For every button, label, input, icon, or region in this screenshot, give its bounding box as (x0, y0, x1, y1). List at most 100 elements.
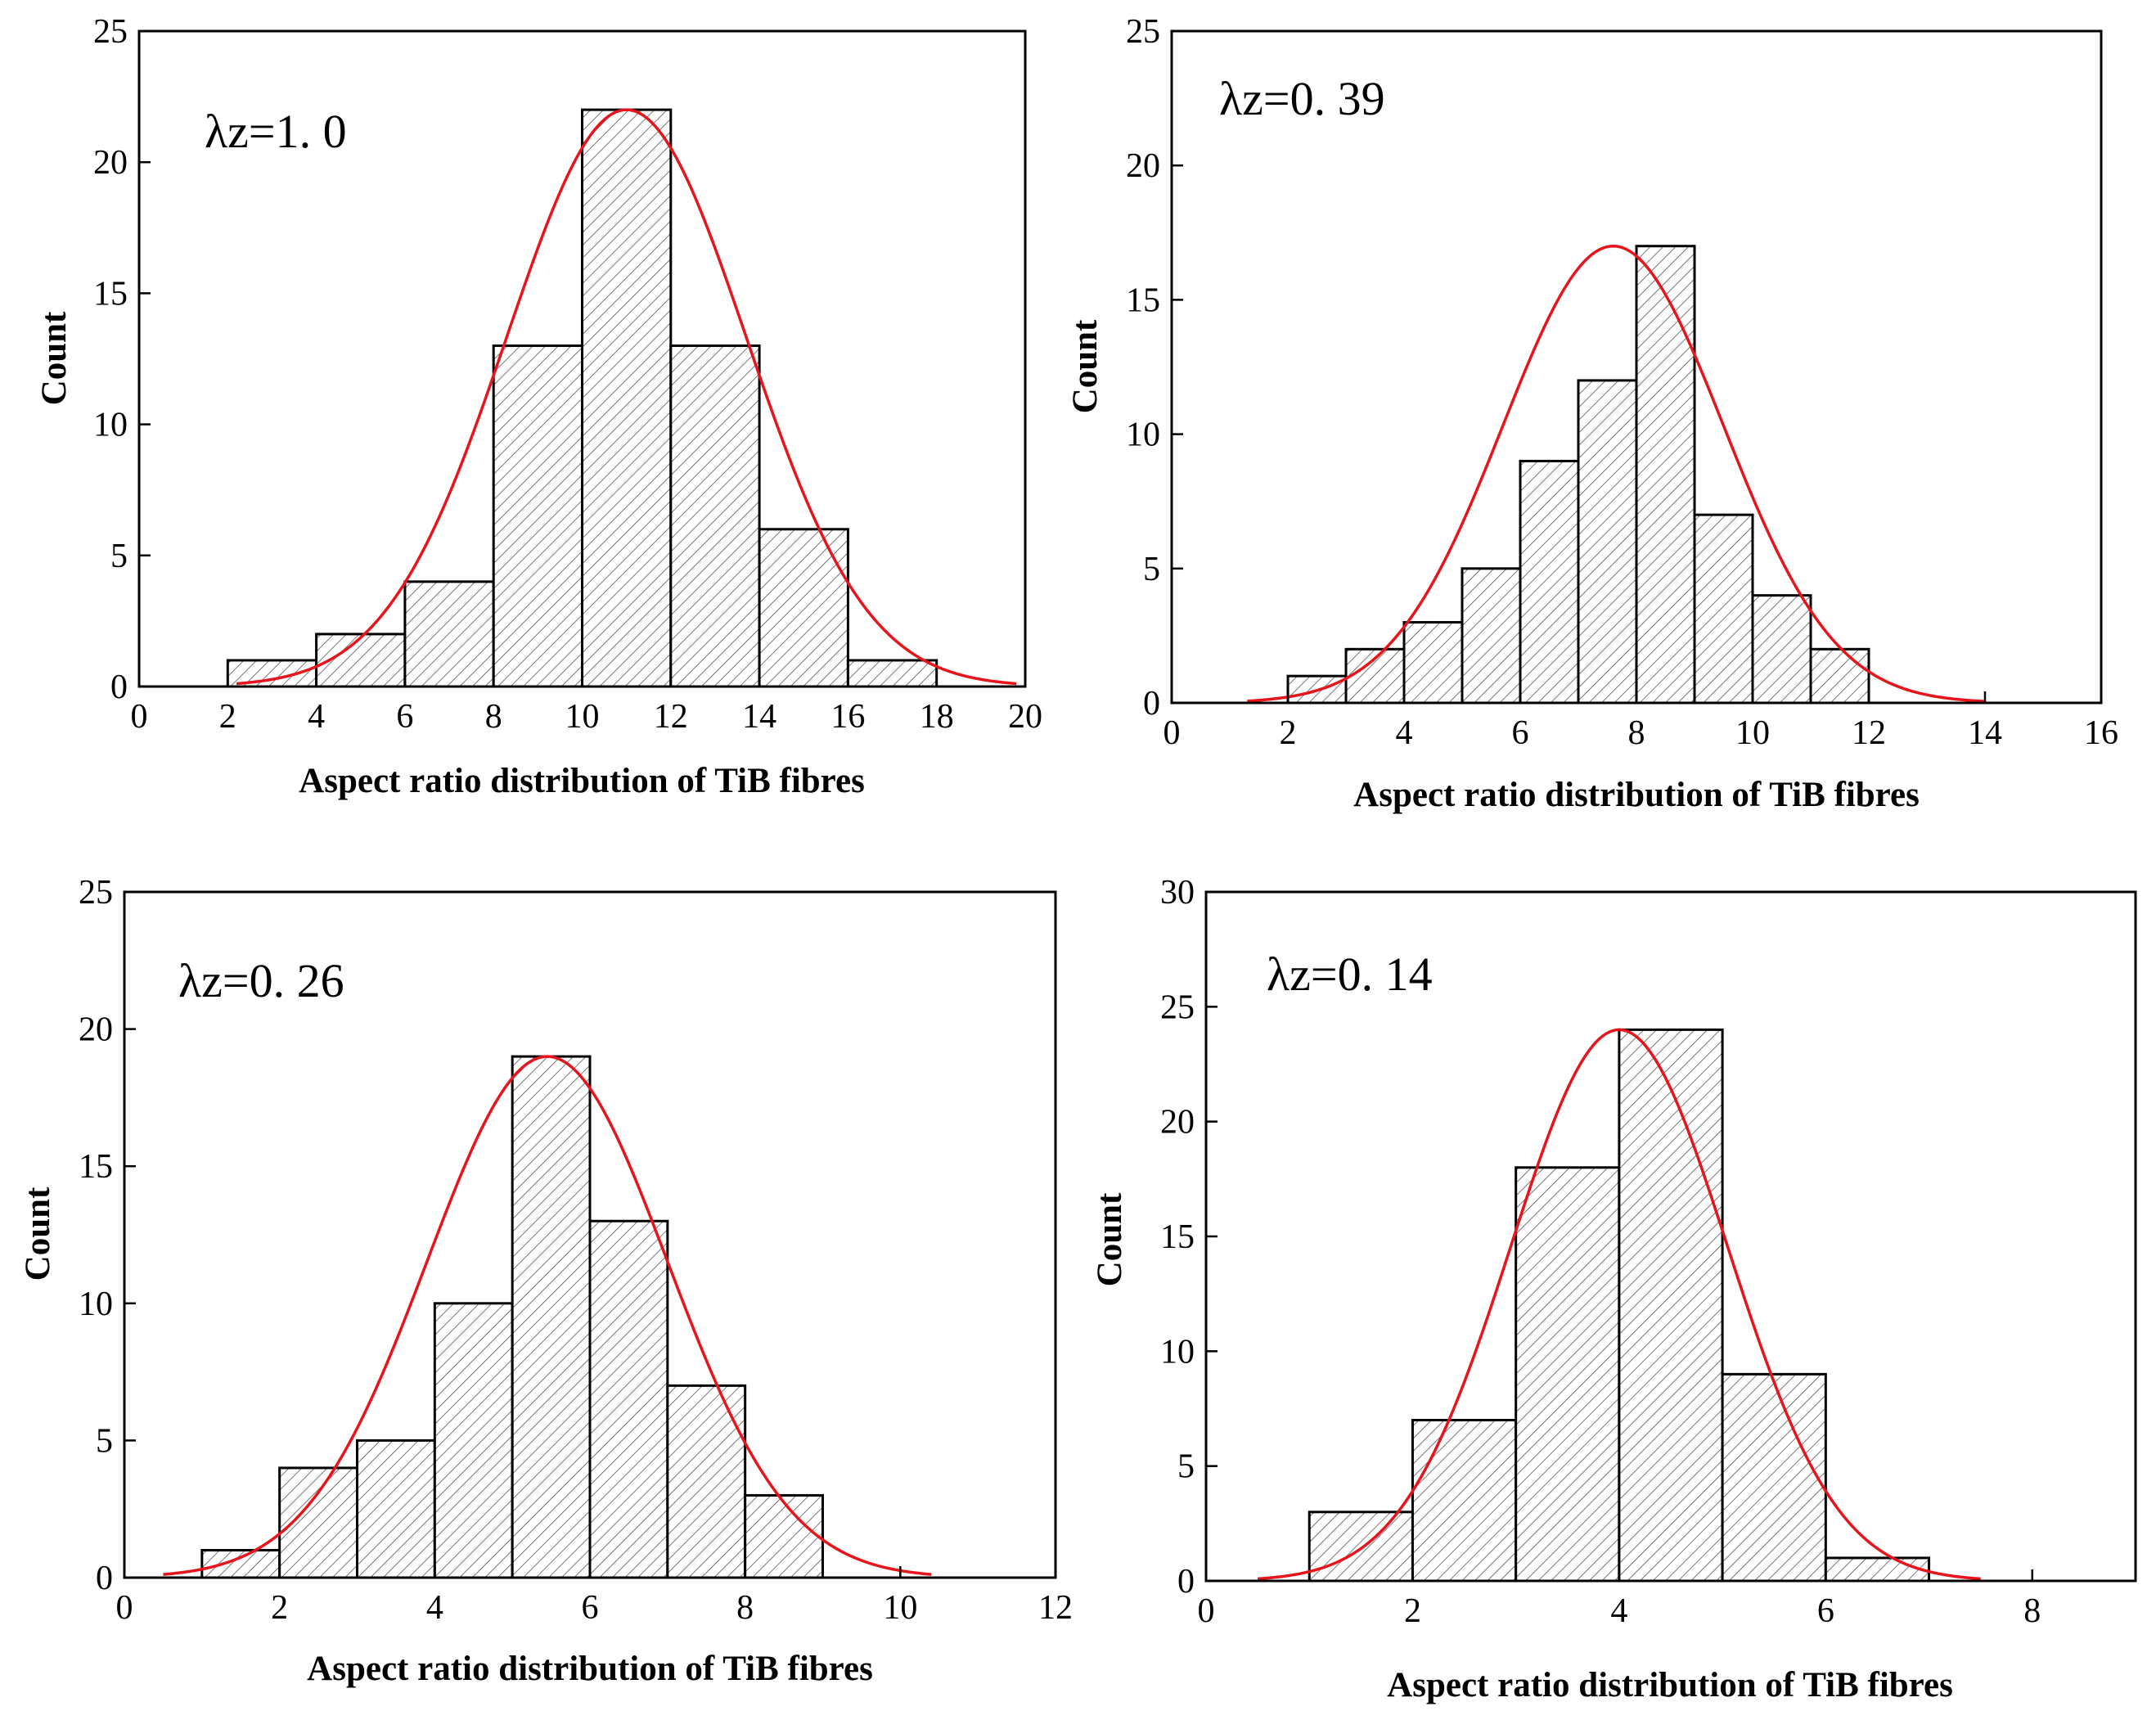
histogram-bar (1286, 674, 1348, 705)
y-tick-label: 20 (93, 144, 128, 182)
histogram-bar (1824, 1556, 1931, 1583)
y-axis-ticks: 0 5 10 15 20 25 (79, 874, 136, 1597)
histogram-bar (433, 1302, 514, 1579)
lambda-annotation: λz=0. 39 (1219, 72, 1385, 125)
x-tick-label: 12 (1852, 714, 1886, 752)
y-tick-label: 10 (79, 1286, 113, 1323)
y-tick-label: 20 (79, 1011, 113, 1049)
y-tick-label: 20 (1126, 147, 1160, 185)
x-axis-title: Aspect ratio distribution of TiB fibres (307, 1650, 873, 1688)
x-tick-label: 4 (426, 1589, 443, 1627)
histogram-bar (666, 1384, 747, 1579)
x-axis-title: Aspect ratio distribution of TiB fibres (1387, 1666, 1953, 1704)
x-tick-label: 16 (830, 698, 865, 736)
lambda-annotation: λz=0. 26 (178, 954, 344, 1007)
histogram-bar (1411, 1419, 1518, 1583)
y-tick-label: 15 (79, 1148, 113, 1186)
x-tick-label: 20 (1008, 698, 1042, 736)
x-tick-label: 0 (116, 1589, 133, 1627)
y-tick-label: 10 (1126, 416, 1160, 454)
x-axis-ticks: 0 2 4 6 8 (1198, 1569, 2041, 1630)
x-tick-label: 10 (1735, 714, 1770, 752)
histogram-bar (1751, 594, 1812, 705)
histogram-bar (492, 344, 584, 688)
histogram-bar (581, 108, 673, 688)
y-tick-label: 30 (1160, 874, 1195, 912)
x-tick-label: 0 (1198, 1592, 1215, 1630)
histogram-bar (1577, 379, 1638, 705)
panel-top-right: 0 2 4 6 8 10 12 14 16 0 5 10 15 20 25 λz=0. 39 Aspect… (1066, 13, 2118, 814)
x-tick-label: 0 (1164, 714, 1181, 752)
histogram-bar (403, 580, 495, 688)
histogram-bar (200, 1548, 281, 1579)
x-tick-label: 6 (582, 1589, 599, 1627)
histogram-bar (511, 1055, 592, 1579)
x-tick-label: 12 (654, 698, 688, 736)
panel-bottom-left: 0 2 4 6 8 10 12 0 5 10 15 20 25 λz=0. 26 Aspect rat… (19, 874, 1073, 1688)
x-axis-ticks: 0 2 4 6 8 10 12 14 16 (1164, 691, 2118, 752)
y-tick-label: 5 (1177, 1448, 1195, 1486)
y-axis-title: Count (1091, 1192, 1129, 1286)
y-tick-label: 25 (93, 13, 128, 51)
histogram-bars (1308, 1028, 1931, 1583)
x-axis-ticks: 0 2 4 6 8 10 12 (116, 1566, 1073, 1627)
y-axis-title: Count (19, 1186, 57, 1281)
y-tick-label: 0 (1143, 685, 1160, 723)
x-tick-label: 4 (1610, 1592, 1627, 1630)
x-tick-label: 8 (2023, 1592, 2041, 1630)
y-tick-label: 10 (1160, 1333, 1195, 1371)
x-tick-label: 10 (565, 698, 600, 736)
x-tick-label: 2 (1404, 1592, 1421, 1630)
y-tick-label: 25 (1160, 988, 1195, 1026)
histogram-bar (1402, 620, 1464, 705)
x-tick-label: 18 (920, 698, 954, 736)
histogram-bar (588, 1219, 669, 1579)
y-axis-title: Count (35, 311, 74, 405)
y-tick-label: 15 (1160, 1218, 1195, 1256)
x-tick-label: 0 (131, 698, 148, 736)
x-tick-label: 4 (308, 698, 325, 736)
x-tick-label: 6 (1817, 1592, 1834, 1630)
x-tick-label: 14 (742, 698, 776, 736)
x-tick-label: 16 (2084, 714, 2118, 752)
histogram-bars (200, 1055, 825, 1579)
y-tick-label: 0 (110, 669, 128, 706)
histogram-bar (1635, 245, 1696, 705)
x-tick-label: 6 (1512, 714, 1529, 752)
y-tick-label: 10 (93, 407, 128, 444)
y-axis-title: Count (1066, 319, 1105, 413)
lambda-annotation: λz=1. 0 (205, 105, 347, 158)
x-tick-label: 6 (396, 698, 413, 736)
histogram-bar (1721, 1372, 1827, 1583)
histogram-bar (1461, 567, 1522, 705)
x-tick-label: 10 (883, 1589, 917, 1627)
y-tick-label: 5 (1143, 551, 1160, 588)
lambda-annotation: λz=0. 14 (1267, 948, 1433, 1001)
x-axis-title: Aspect ratio distribution of TiB fibres (299, 762, 865, 800)
gaussian-fit-curve (236, 108, 1017, 686)
histogram-bar (1809, 647, 1870, 705)
y-tick-label: 20 (1160, 1104, 1195, 1141)
histogram-bar (744, 1493, 825, 1579)
panel-top-left: 0 2 4 6 8 10 12 14 16 18 20 0 5 10 15 20 25 λz=1. 0 Asp… (35, 13, 1042, 800)
x-tick-label: 12 (1038, 1589, 1073, 1627)
y-tick-label: 15 (93, 275, 128, 313)
histogram-bar (1519, 459, 1580, 705)
histogram-bars (226, 108, 938, 688)
y-tick-label: 0 (96, 1560, 113, 1597)
x-axis-title: Aspect ratio distribution of TiB fibres (1353, 776, 1920, 814)
x-tick-label: 8 (736, 1589, 754, 1627)
y-axis-ticks: 0 5 10 15 20 25 30 (1160, 874, 1218, 1601)
histogram-bar (1515, 1166, 1621, 1583)
y-tick-label: 25 (79, 874, 113, 912)
y-tick-label: 5 (110, 538, 128, 575)
x-tick-label: 2 (219, 698, 236, 736)
x-tick-label: 14 (1968, 714, 2002, 752)
y-axis-ticks: 0 5 10 15 20 25 (1126, 13, 1183, 723)
y-tick-label: 15 (1126, 281, 1160, 319)
y-tick-label: 25 (1126, 13, 1160, 51)
x-tick-label: 2 (1280, 714, 1297, 752)
histogram-bar (1618, 1028, 1724, 1583)
gaussian-fit-curve (1257, 1028, 1981, 1581)
